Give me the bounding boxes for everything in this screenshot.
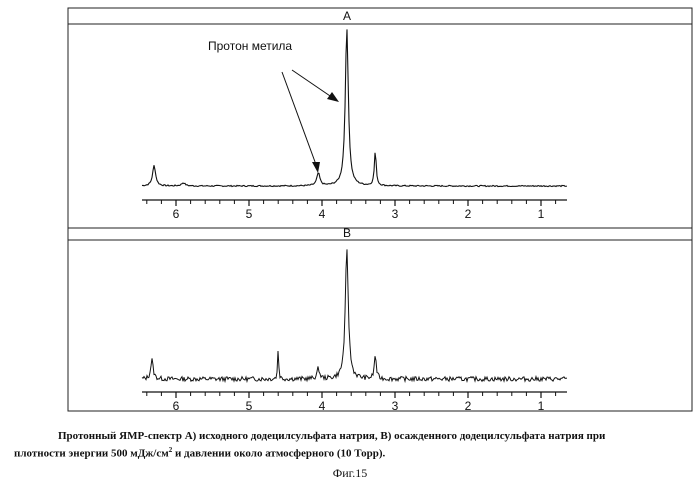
tick-label: 4 <box>319 399 326 413</box>
annotation-arrowhead-1 <box>312 162 320 173</box>
tick-label: 1 <box>538 207 545 221</box>
panel-b-label: B <box>343 226 351 240</box>
panel-a-annotation: Протон метила <box>208 39 292 53</box>
caption-line-1: Протонный ЯМР-спектр А) исходного додеци… <box>58 430 606 442</box>
caption-superscript: 2 <box>168 446 173 454</box>
tick-label: 6 <box>173 399 180 413</box>
caption-line-2: плотности энергии 500 мДж/см2 и давлении… <box>14 444 694 461</box>
panel-b-ticks: 6 5 4 3 2 1 <box>146 392 557 413</box>
figure-label: Фиг.15 <box>332 466 368 480</box>
panel-b: B 6 5 4 3 2 1 <box>141 226 568 413</box>
tick-label: 5 <box>246 207 253 221</box>
panel-a-spectrum-trace <box>141 29 568 188</box>
annotation-arrow-2 <box>291 69 337 101</box>
nmr-figure: A 6 5 4 3 2 1 Протон метила B 6 5 4 3 2 1 <box>67 7 693 413</box>
tick-label: 6 <box>173 207 180 221</box>
annotation-arrowhead-2 <box>327 92 339 102</box>
panel-b-spectrum-trace <box>141 249 568 384</box>
tick-label: 4 <box>319 207 326 221</box>
caption-line-2-post: и давлении около атмосферного (10 Торр). <box>172 447 386 460</box>
tick-label: 2 <box>465 399 472 413</box>
panel-a: A 6 5 4 3 2 1 Протон метила <box>68 9 692 221</box>
annotation-arrow-1 <box>281 71 319 171</box>
panel-a-ticks: 6 5 4 3 2 1 <box>146 200 557 221</box>
tick-label: 2 <box>465 207 472 221</box>
tick-label: 3 <box>392 399 399 413</box>
caption-line-2-pre: плотности энергии 500 мДж/см <box>14 447 169 460</box>
tick-label: 3 <box>392 207 399 221</box>
tick-label: 5 <box>246 399 253 413</box>
figure-frame <box>67 7 693 412</box>
panel-a-label: A <box>343 9 351 23</box>
tick-label: 1 <box>538 399 545 413</box>
